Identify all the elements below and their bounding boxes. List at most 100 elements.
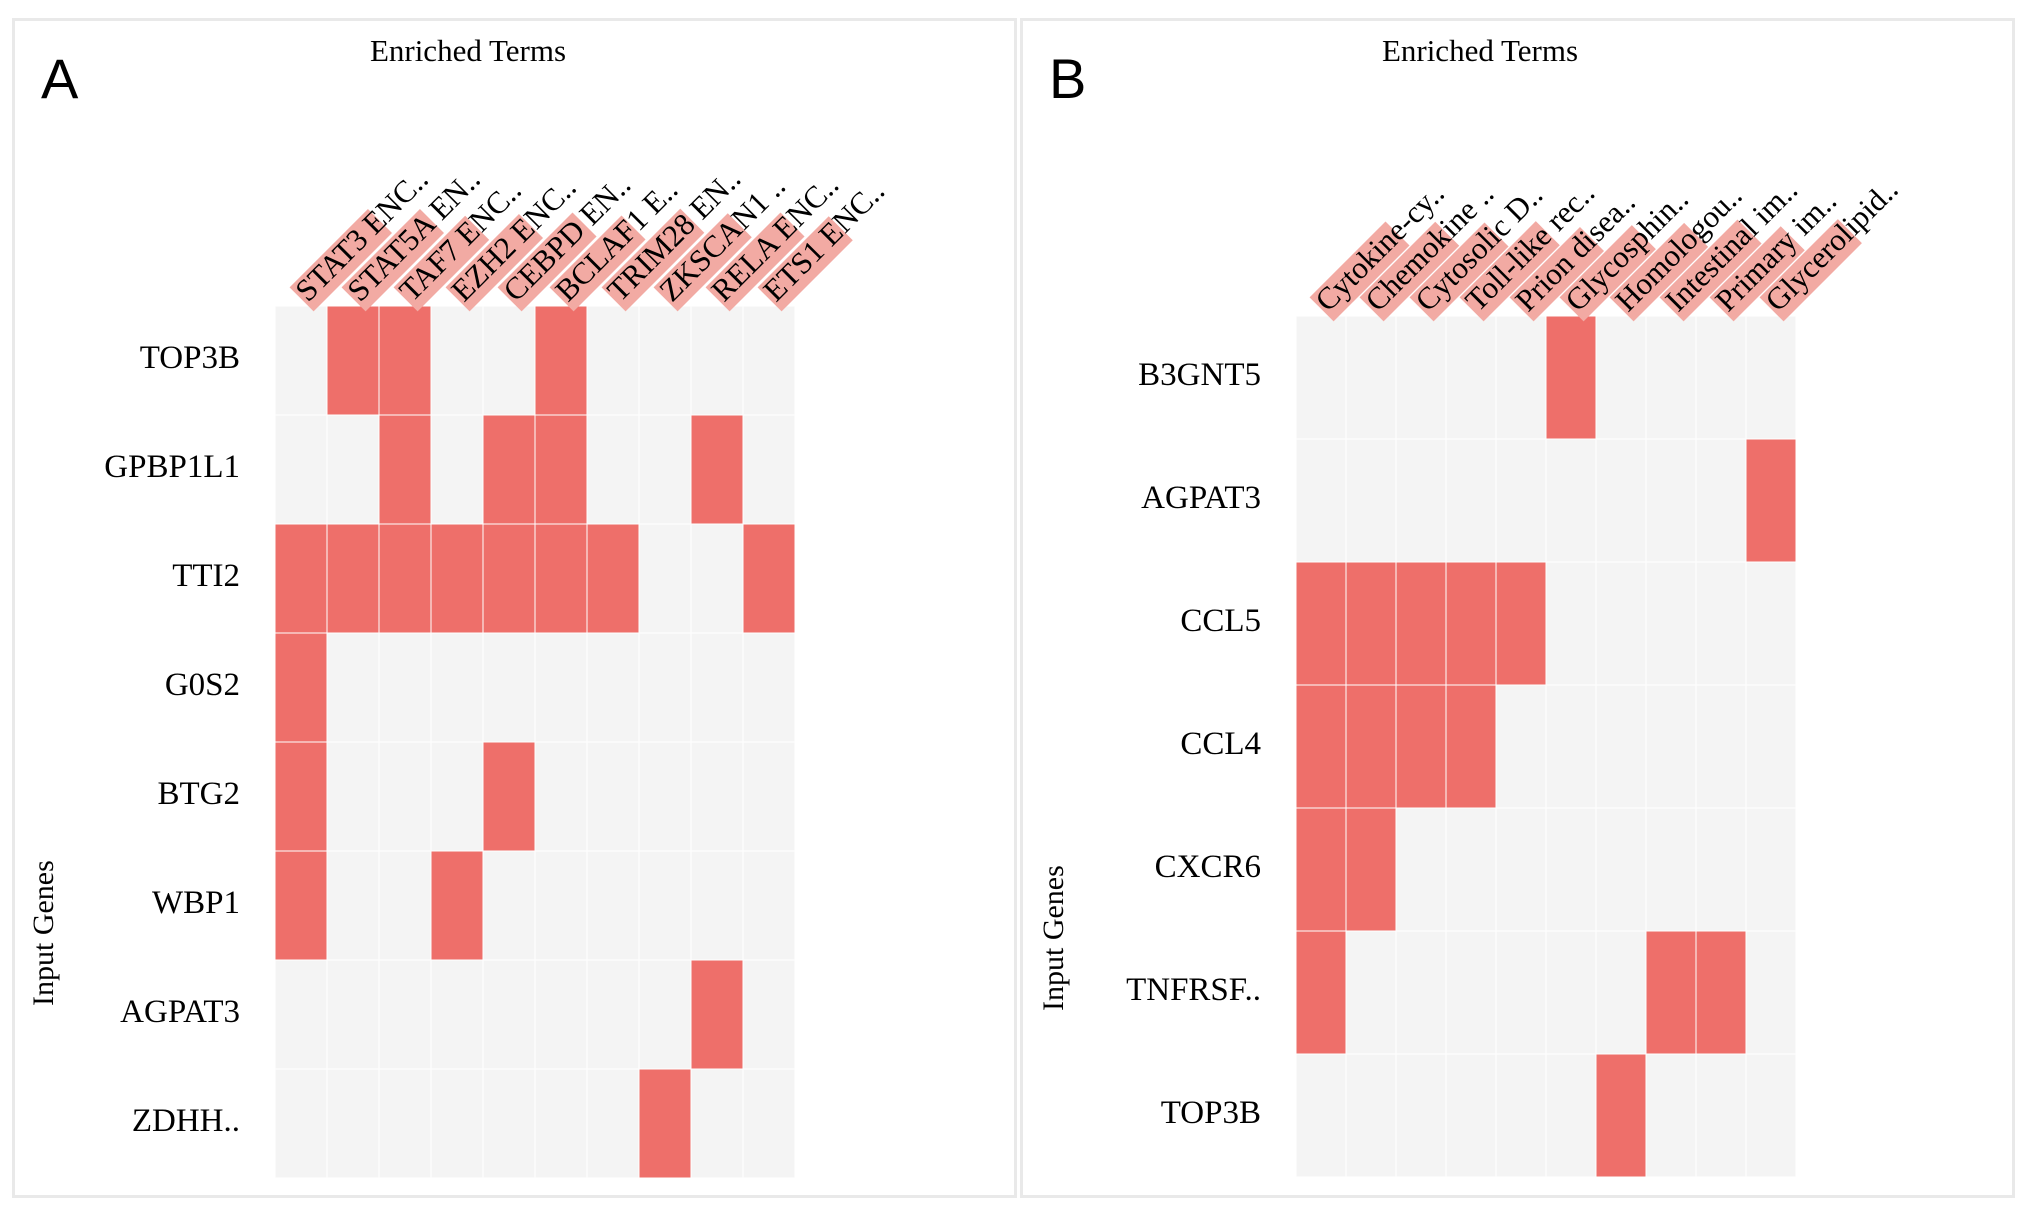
- heatmap-cell: [1345, 1053, 1397, 1178]
- heatmap-cell: [1495, 930, 1547, 1055]
- heatmap-cell-active: [1295, 684, 1347, 809]
- column-label-highlight: [497, 212, 597, 312]
- row-label: AGPAT3: [1141, 480, 1261, 516]
- heatmap-cell: [1595, 315, 1647, 440]
- heatmap-cell: [274, 305, 328, 416]
- heatmap-cell: [690, 850, 744, 961]
- column-label-highlight: [289, 209, 392, 312]
- heatmap-cell: [1745, 930, 1797, 1055]
- heatmap-cell: [1695, 1053, 1747, 1178]
- heatmap-cell: [638, 632, 692, 743]
- heatmap-cell-active: [638, 1068, 692, 1179]
- heatmap-cell-active: [326, 523, 380, 634]
- row-label: B3GNT5: [1138, 357, 1261, 393]
- row-label: TOP3B: [140, 340, 240, 376]
- panel-b: B Enriched Terms Input Genes B3GNT5 AGPAT…: [1020, 18, 2015, 1198]
- heatmap-cell-active: [1595, 1053, 1647, 1178]
- row-label: G0S2: [165, 667, 240, 703]
- heatmap-cell: [1495, 438, 1547, 563]
- heatmap-cell: [1445, 315, 1497, 440]
- heatmap-cell: [1745, 561, 1797, 686]
- heatmap-cell: [1695, 438, 1747, 563]
- row-label: AGPAT3: [120, 994, 240, 1030]
- heatmap-cell-active: [586, 523, 640, 634]
- heatmap-cell-active: [534, 414, 588, 525]
- heatmap-cell: [274, 1068, 328, 1179]
- heatmap-cell: [326, 741, 380, 852]
- heatmap-cell: [742, 414, 796, 525]
- heatmap-cell-active: [1645, 930, 1697, 1055]
- heatmap-cell: [1295, 315, 1347, 440]
- row-label: WBP1: [152, 885, 240, 921]
- heatmap-cell: [1345, 438, 1397, 563]
- column-label-highlight: [601, 208, 705, 312]
- heatmap-cell-active: [1695, 930, 1747, 1055]
- heatmap-cell-active: [482, 741, 536, 852]
- heatmap-cell: [1445, 438, 1497, 563]
- heatmap-cell: [1395, 930, 1447, 1055]
- heatmap-cell: [534, 1068, 588, 1179]
- column-label-highlight: [341, 209, 444, 312]
- heatmap-cell: [482, 305, 536, 416]
- heatmap-cell: [742, 741, 796, 852]
- heatmap-a: TOP3B GPBP1L1 TTI2 G0S2 BTG2 WBP1 AGPAT3 ZDHH..…: [104, 161, 891, 1179]
- heatmap-cell: [378, 959, 432, 1070]
- heatmap-cell: [742, 632, 796, 743]
- heatmap-cell: [274, 959, 328, 1070]
- heatmap-cell-active: [326, 305, 380, 416]
- heatmap-cell: [1695, 315, 1747, 440]
- heatmap-cell: [326, 959, 380, 1070]
- heatmap-cell: [1395, 807, 1447, 932]
- heatmap-cell-active: [482, 523, 536, 634]
- heatmap-cell: [1645, 684, 1697, 809]
- row-label: BTG2: [158, 776, 241, 812]
- column-label-highlight: [1759, 219, 1862, 322]
- heatmap-cell-active: [1745, 438, 1797, 563]
- heatmap-cell: [1395, 438, 1447, 563]
- heatmap-cell-active: [534, 305, 588, 416]
- heatmap-cell: [274, 414, 328, 525]
- heatmap-cell: [1595, 438, 1647, 563]
- column-label-highlight: [1709, 226, 1805, 322]
- heatmap-cell: [534, 741, 588, 852]
- column-label-highlight: [1309, 221, 1410, 322]
- heatmap-cell-active: [1495, 561, 1547, 686]
- heatmap-cell-active: [378, 414, 432, 525]
- heatmap-cell-active: [1295, 807, 1347, 932]
- heatmap-cell-active: [430, 850, 484, 961]
- heatmap-cell: [378, 741, 432, 852]
- heatmap-cell-active: [1445, 561, 1497, 686]
- heatmap-cell: [690, 632, 744, 743]
- heatmap-cell: [1495, 684, 1547, 809]
- heatmap-cell: [586, 1068, 640, 1179]
- heatmap-cell: [1545, 438, 1597, 563]
- heatmap-cell: [378, 632, 432, 743]
- heatmap-cell-active: [742, 523, 796, 634]
- column-label-highlight: [445, 213, 544, 312]
- heatmap-cell: [638, 523, 692, 634]
- heatmap-cell-active: [1395, 684, 1447, 809]
- heatmap-cell-active: [274, 741, 328, 852]
- heatmap-cell: [1295, 1053, 1347, 1178]
- heatmap-cell-active: [378, 523, 432, 634]
- heatmap-cell: [742, 305, 796, 416]
- row-label: CXCR6: [1155, 849, 1261, 885]
- heatmap-cell: [638, 741, 692, 852]
- heatmap-cell: [430, 305, 484, 416]
- heatmap-cell: [1495, 1053, 1547, 1178]
- heatmap-cell: [1645, 561, 1697, 686]
- heatmap-cell-active: [534, 523, 588, 634]
- heatmap-cell-active: [1345, 684, 1397, 809]
- heatmap-cell: [378, 850, 432, 961]
- heatmap-cell: [430, 741, 484, 852]
- heatmap-cell: [1745, 315, 1797, 440]
- row-label: ZDHH..: [132, 1103, 240, 1139]
- heatmap-cell: [1745, 1053, 1797, 1178]
- heatmap-cell: [1545, 561, 1597, 686]
- heatmap-cell-active: [274, 850, 328, 961]
- heatmap-cell: [430, 1068, 484, 1179]
- heatmap-cell: [1345, 315, 1397, 440]
- heatmap-cell: [586, 305, 640, 416]
- column-label-highlight: [1409, 222, 1509, 322]
- row-label: CCL5: [1180, 603, 1261, 639]
